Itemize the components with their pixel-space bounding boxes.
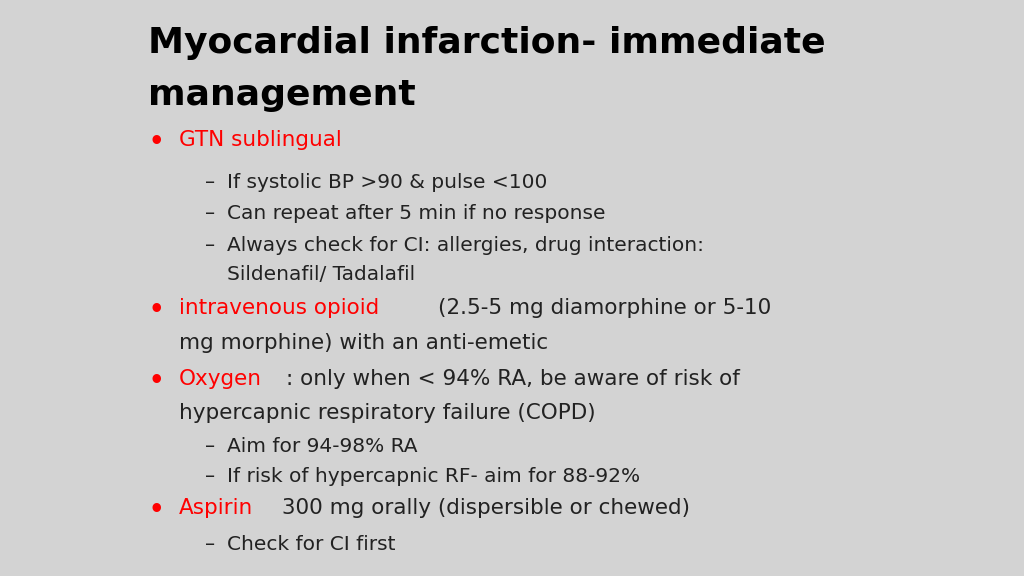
Text: •: • — [148, 498, 164, 522]
Text: Sildenafil/ Tadalafil: Sildenafil/ Tadalafil — [227, 265, 416, 284]
Text: : only when < 94% RA, be aware of risk of: : only when < 94% RA, be aware of risk o… — [287, 369, 740, 389]
Text: Aim for 94-98% RA: Aim for 94-98% RA — [227, 437, 418, 456]
Text: –: – — [205, 173, 215, 192]
Text: –: – — [205, 535, 215, 554]
Text: Check for CI first: Check for CI first — [227, 535, 396, 554]
Text: (2.5-5 mg diamorphine or 5-10: (2.5-5 mg diamorphine or 5-10 — [437, 298, 771, 319]
Text: –: – — [205, 437, 215, 456]
Text: GTN sublingual: GTN sublingual — [179, 130, 342, 150]
Text: If systolic BP >90 & pulse <100: If systolic BP >90 & pulse <100 — [227, 173, 548, 192]
Text: –: – — [205, 467, 215, 486]
Text: –: – — [205, 236, 215, 255]
Text: hypercapnic respiratory failure (COPD): hypercapnic respiratory failure (COPD) — [179, 403, 596, 423]
Text: Always check for CI: allergies, drug interaction:: Always check for CI: allergies, drug int… — [227, 236, 705, 255]
Text: Can repeat after 5 min if no response: Can repeat after 5 min if no response — [227, 204, 606, 223]
Text: Aspirin: Aspirin — [179, 498, 254, 518]
Text: •: • — [148, 130, 164, 154]
Text: •: • — [148, 369, 164, 393]
Text: Oxygen: Oxygen — [179, 369, 262, 389]
Text: If risk of hypercapnic RF- aim for 88-92%: If risk of hypercapnic RF- aim for 88-92… — [227, 467, 640, 486]
Text: 300 mg orally (dispersible or chewed): 300 mg orally (dispersible or chewed) — [275, 498, 690, 518]
Text: –: – — [205, 204, 215, 223]
Text: intravenous opioid: intravenous opioid — [179, 298, 380, 319]
Text: mg morphine) with an anti-emetic: mg morphine) with an anti-emetic — [179, 333, 548, 353]
Text: •: • — [148, 298, 164, 323]
Text: Myocardial infarction- immediate: Myocardial infarction- immediate — [148, 26, 826, 60]
Text: management: management — [148, 78, 416, 112]
